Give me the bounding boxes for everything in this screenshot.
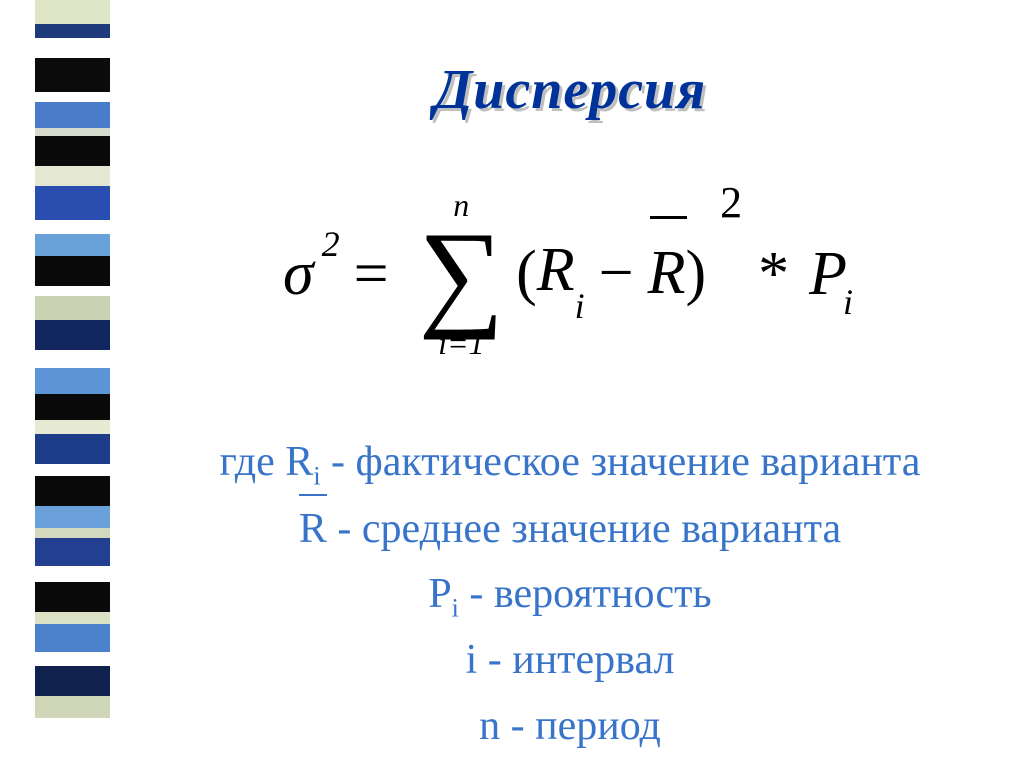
sigma-base: σ bbox=[283, 240, 314, 308]
paren-group: ( Ri − R ) 2 bbox=[516, 235, 706, 312]
sigma-symbol: σ 2 bbox=[283, 239, 314, 310]
def-rbar-r: R bbox=[299, 506, 327, 552]
def-pi-text: - вероятность bbox=[459, 571, 712, 617]
def-line-rbar: R - среднее значение варианта bbox=[220, 497, 921, 562]
decorative-strip bbox=[35, 0, 110, 768]
stripe-segment bbox=[35, 296, 110, 320]
def-ri-i: i bbox=[313, 461, 320, 490]
term-p-i: Pi bbox=[809, 239, 857, 310]
r-bar-base: R bbox=[648, 239, 686, 307]
def-rbar-symbol: R bbox=[299, 497, 327, 562]
stripe-segment bbox=[35, 58, 110, 92]
multiply-sign: * bbox=[758, 239, 789, 310]
slide-content: Дисперсия σ 2 = n ∑ i=1 ( Ri − R ) 2 * P… bbox=[140, 0, 1000, 768]
stripe-segment bbox=[35, 434, 110, 464]
stripe-segment bbox=[35, 538, 110, 566]
def-i-symbol: i bbox=[466, 637, 478, 683]
stripe-segment bbox=[35, 528, 110, 538]
stripe-segment bbox=[35, 476, 110, 506]
paren-close: ) bbox=[685, 238, 706, 309]
stripe-segment bbox=[35, 420, 110, 434]
def-i-text: - интервал bbox=[477, 637, 674, 683]
stripe-segment bbox=[35, 582, 110, 612]
stripe-segment bbox=[35, 0, 110, 24]
def-ri-text: - фактическое значение варианта bbox=[321, 439, 921, 485]
def-n-symbol: n bbox=[479, 703, 500, 749]
term-r-i: Ri bbox=[537, 235, 585, 312]
stripe-segment bbox=[35, 220, 110, 234]
equals-sign: = bbox=[354, 239, 389, 310]
stripe-segment bbox=[35, 464, 110, 476]
stripe-segment bbox=[35, 394, 110, 420]
p-base: P bbox=[809, 240, 847, 308]
sum-lower: i=1 bbox=[438, 327, 484, 359]
stripe-segment bbox=[35, 128, 110, 136]
slide-title: Дисперсия bbox=[434, 58, 706, 122]
def-line-pi: Pi - вероятность bbox=[220, 562, 921, 629]
r-bar: R bbox=[648, 238, 686, 309]
stripe-segment bbox=[35, 718, 110, 728]
stripe-segment bbox=[35, 624, 110, 652]
def-ri-r: R bbox=[285, 439, 313, 485]
sigma-summation-icon: ∑ bbox=[419, 223, 505, 325]
stripe-segment bbox=[35, 506, 110, 528]
sigma-exponent: 2 bbox=[322, 223, 340, 265]
def-pi-p: P bbox=[428, 571, 451, 617]
r-sub: i bbox=[575, 286, 585, 326]
def-where: где bbox=[220, 439, 286, 485]
stripe-segment bbox=[35, 652, 110, 666]
def-rbar-text: - среднее значение варианта bbox=[327, 506, 841, 552]
def-line-n: n - период bbox=[220, 694, 921, 759]
r-base: R bbox=[537, 236, 575, 304]
minus-sign: − bbox=[599, 238, 634, 309]
stripe-segment bbox=[35, 38, 110, 58]
stripe-segment bbox=[35, 92, 110, 102]
stripe-segment bbox=[35, 102, 110, 128]
paren-exponent: 2 bbox=[720, 177, 742, 228]
stripe-segment bbox=[35, 320, 110, 350]
summation: n ∑ i=1 bbox=[419, 189, 505, 359]
paren-open: ( bbox=[516, 238, 537, 309]
stripe-segment bbox=[35, 368, 110, 394]
def-line-ri: где Ri - фактическое значение варианта bbox=[220, 430, 921, 497]
stripe-segment bbox=[35, 256, 110, 286]
stripe-segment bbox=[35, 186, 110, 220]
stripe-segment bbox=[35, 566, 110, 582]
stripe-segment bbox=[35, 136, 110, 166]
def-line-i: i - интервал bbox=[220, 628, 921, 693]
stripe-segment bbox=[35, 350, 110, 368]
stripe-segment bbox=[35, 24, 110, 38]
p-sub: i bbox=[843, 282, 853, 322]
definitions: где Ri - фактическое значение варианта R… bbox=[220, 430, 921, 759]
stripe-segment bbox=[35, 166, 110, 186]
stripe-segment bbox=[35, 696, 110, 718]
stripe-segment bbox=[35, 612, 110, 624]
stripe-segment bbox=[35, 286, 110, 296]
variance-formula: σ 2 = n ∑ i=1 ( Ri − R ) 2 * Pi bbox=[283, 174, 857, 374]
stripe-segment bbox=[35, 666, 110, 696]
stripe-segment bbox=[35, 234, 110, 256]
def-pi-i: i bbox=[452, 593, 459, 622]
def-n-text: - период bbox=[500, 703, 661, 749]
